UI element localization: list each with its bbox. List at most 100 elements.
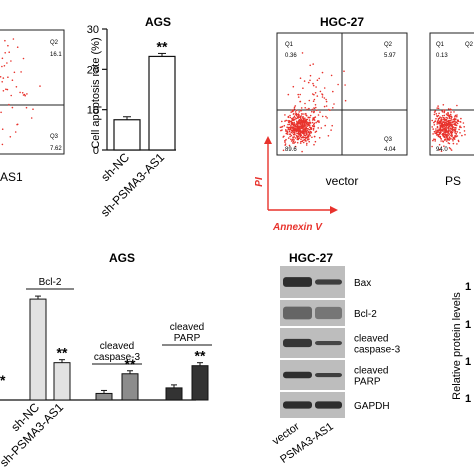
flow-plot-left: Q2 16.1 Q3 7.62 AS1	[0, 29, 65, 184]
flow-ps-dot	[440, 140, 442, 142]
flow-vector-dot	[328, 108, 330, 111]
flow-vector-dot	[304, 125, 306, 128]
flow-vector-dot	[309, 79, 311, 82]
flow-left-dot	[6, 62, 8, 64]
pi-axis-label: PI	[254, 177, 265, 187]
flow-ps-dot	[435, 117, 437, 120]
flow-vector-dot	[308, 99, 311, 102]
flow-vector-dot	[294, 129, 297, 132]
flow-ps-dot	[445, 137, 447, 139]
flow-vector-dot	[315, 86, 317, 88]
flow-vector-dot	[306, 142, 308, 145]
flow-ps-dot	[442, 104, 445, 106]
flow-left-dot	[19, 91, 21, 94]
flow-vector-dot	[299, 135, 302, 138]
flow-vector-dot	[293, 113, 295, 115]
flow-ps-dot	[451, 131, 454, 134]
flow-vector-dot	[288, 121, 290, 124]
flow-vector-dot	[282, 149, 285, 152]
flow-ps-dot	[448, 114, 450, 117]
flow-ps-dot	[456, 143, 458, 145]
flow-vector-dot	[292, 126, 295, 129]
flow-ps-dot	[431, 126, 434, 128]
flow-vector-dot	[290, 124, 292, 127]
flow-vector-dot	[290, 111, 293, 113]
flow-vector-dot	[305, 133, 308, 136]
flow-ps-dot	[435, 131, 438, 133]
flow-ps-dot	[443, 125, 446, 128]
flow-ps-dot	[443, 109, 445, 111]
flow-vector-dot	[280, 126, 283, 128]
flow-vector-dot	[309, 124, 311, 126]
flow-ps-q2-label: Q2	[465, 42, 474, 48]
flow-left-dot	[3, 65, 6, 67]
flow-vector-dot	[316, 79, 319, 81]
flow-vector-dot	[298, 111, 301, 113]
flow-ps-dot	[441, 121, 444, 123]
flow-vector-dot	[315, 106, 317, 109]
right-tick-2: 1	[465, 319, 471, 331]
flow-ps-dot	[447, 135, 449, 137]
flow-vector-dot	[300, 140, 302, 143]
flow-ps-dot	[453, 136, 456, 138]
flow-vector-dot	[294, 111, 297, 113]
flow-vector-dot	[293, 136, 296, 138]
flow-vector-dot	[300, 138, 302, 140]
flow-vector-dot	[300, 131, 303, 133]
flow-vector-dot	[323, 105, 326, 108]
flow-vector-dot	[312, 127, 315, 130]
flow-vector-dot	[313, 107, 316, 110]
flow-left-sample-label: AS1	[0, 170, 23, 184]
flow-ps-dot	[433, 124, 436, 126]
flow-vector-dot	[303, 124, 306, 126]
flow-ps-dot	[440, 118, 443, 121]
flow-vector-dot	[298, 119, 301, 121]
flow-left-dot	[11, 106, 14, 109]
flow-vector-dot	[291, 130, 294, 132]
flow-vector-dot	[306, 123, 308, 125]
protein-group-label: cleaved	[100, 341, 134, 352]
flow-ps-dot	[433, 113, 436, 116]
flow-vector-dot	[301, 150, 303, 153]
flow-vector-dot	[295, 114, 298, 117]
flow-vector-dot	[298, 121, 301, 124]
apoptosis-significance: **	[157, 38, 168, 54]
flow-ps-dot	[437, 120, 439, 122]
flow-ps-dot	[454, 120, 456, 122]
flow-left-dot	[10, 60, 12, 62]
flow-left-dot	[7, 44, 9, 47]
flow-ps-dot	[449, 127, 452, 129]
flow-ps-dot	[438, 112, 440, 115]
flow-ps-dot	[449, 113, 452, 116]
flow-vector-dot	[307, 130, 310, 133]
flow-vector-dot	[313, 123, 315, 126]
protein-significance: **	[195, 348, 206, 364]
flow-left-dot	[2, 77, 5, 79]
flow-vector-dot	[297, 117, 300, 119]
flow-vector-dot	[294, 117, 296, 119]
flow-vector-dot	[300, 117, 302, 120]
flow-vector-dot	[321, 94, 324, 96]
flow-vector-dot	[305, 112, 307, 115]
flow-vector-dot	[300, 136, 303, 139]
flow-ps-dot	[447, 131, 450, 133]
flow-ps-dot	[450, 117, 452, 120]
blot-band	[315, 401, 342, 409]
flow-vector-dot	[313, 98, 316, 101]
flow-vector-dot	[318, 120, 320, 122]
flow-vector-dot	[295, 123, 298, 125]
flow-vector-dot	[288, 126, 290, 129]
apoptosis-bar	[148, 55, 176, 151]
flow-vector-dot	[307, 124, 310, 126]
flow-left-dot	[4, 39, 6, 42]
flow-vector-dot	[292, 117, 295, 119]
flow-ps-dot	[432, 139, 434, 142]
flow-ps-dot	[436, 107, 439, 109]
flow-ps-dot	[457, 119, 459, 121]
flow-vector-dot	[313, 125, 316, 128]
flow-ps-dot	[452, 142, 455, 145]
flow-ps-dot	[454, 126, 456, 129]
flow-ps-dot	[444, 122, 446, 125]
flow-left-dot	[16, 46, 19, 48]
